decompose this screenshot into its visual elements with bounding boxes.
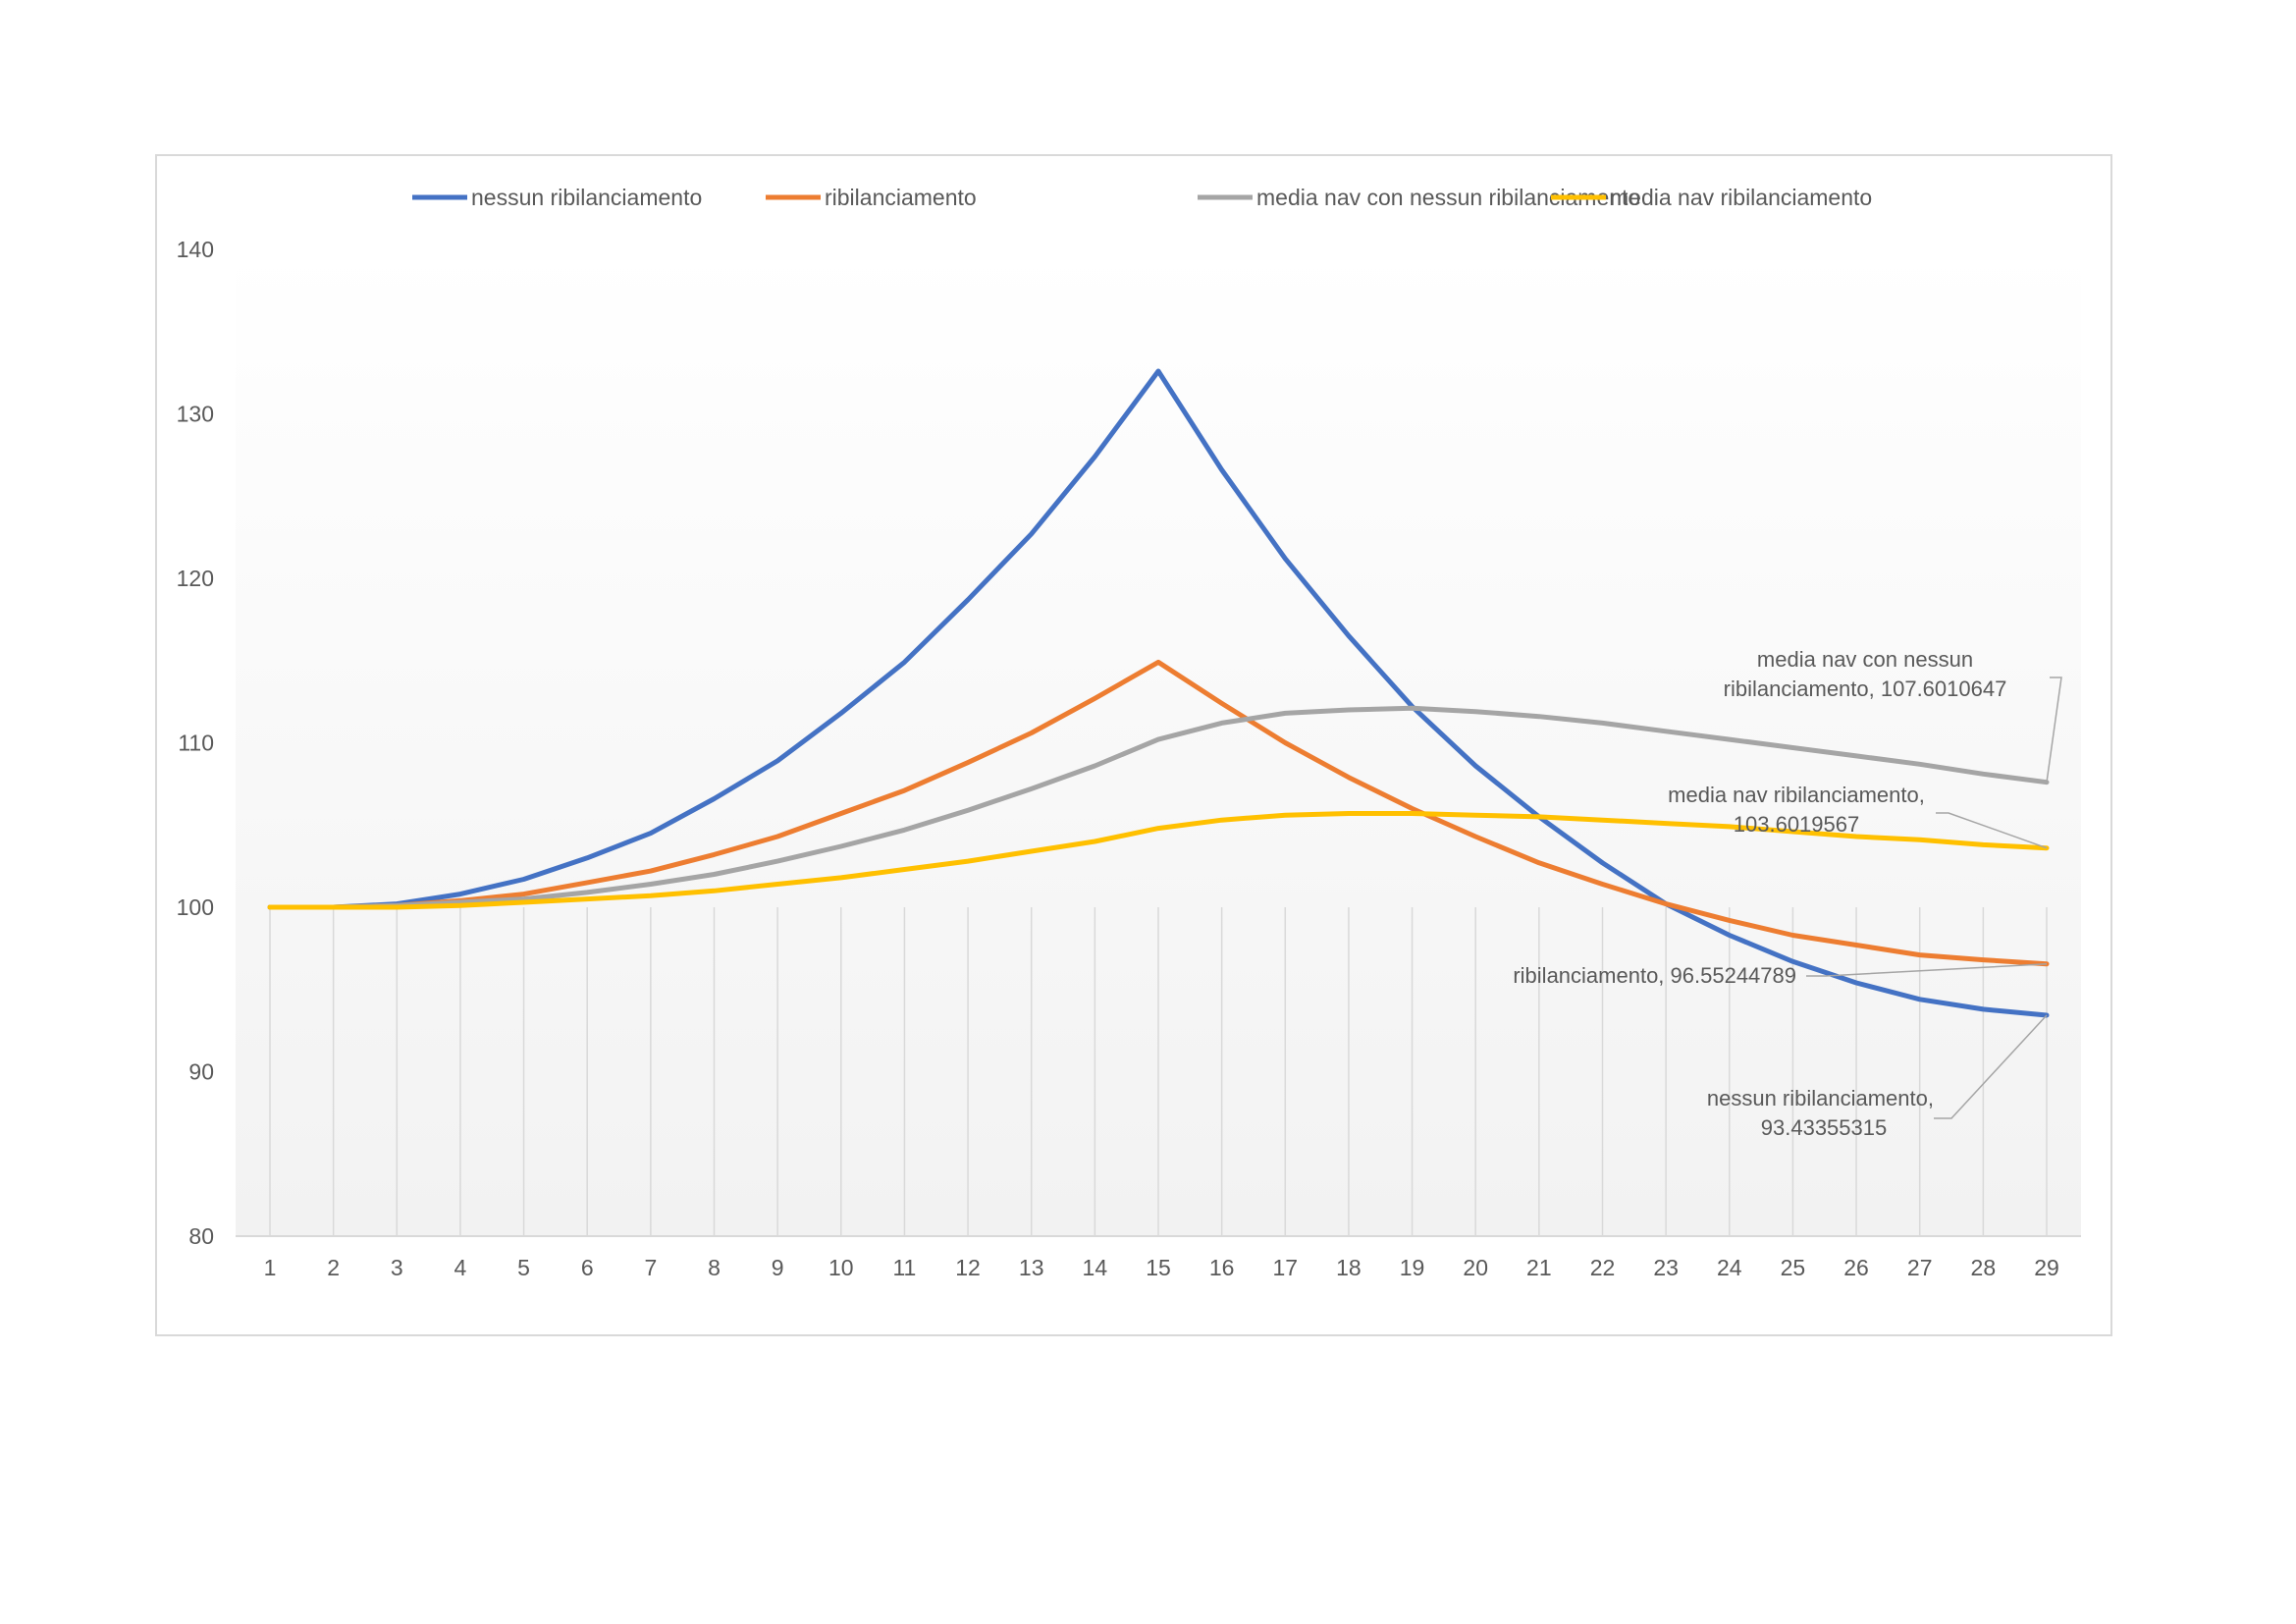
axes: 1 2 3 4 5 6 7 8 9 10 11 12 13 14 15 16 17 18 19 20 21 22 23 24 2… bbox=[177, 237, 2081, 1280]
legend-label-2: ribilanciamento bbox=[825, 185, 977, 210]
x-tick-label-12: 12 bbox=[955, 1255, 981, 1280]
x-tick-label-22: 22 bbox=[1590, 1255, 1616, 1280]
data-label-3-line-1: ribilanciamento, 96.55244789 bbox=[1513, 963, 1796, 988]
line-chart: 1 2 3 4 5 6 7 8 9 10 11 12 13 14 15 16 17 18 19 20 21 22 23 24 2… bbox=[177, 185, 2081, 1280]
x-tick-label-13: 13 bbox=[1019, 1255, 1044, 1280]
x-tick-label-25: 25 bbox=[1781, 1255, 1806, 1280]
x-tick-label-5: 5 bbox=[517, 1255, 530, 1280]
y-tick-label-120: 120 bbox=[177, 566, 214, 591]
x-tick-label-11: 11 bbox=[892, 1255, 916, 1280]
x-tick-label-28: 28 bbox=[1971, 1255, 1997, 1280]
x-tick-label-17: 17 bbox=[1272, 1255, 1298, 1280]
x-tick-label-6: 6 bbox=[581, 1255, 594, 1280]
series-line-3 bbox=[267, 705, 2050, 910]
x-tick-label-8: 8 bbox=[708, 1255, 721, 1280]
data-label-4-line-1: nessun ribilanciamento, bbox=[1707, 1086, 1934, 1110]
data-label-2-line-2: 103.6019567 bbox=[1734, 812, 1859, 837]
data-label-4-line-2: 93.43355315 bbox=[1761, 1115, 1887, 1140]
x-tick-label-1: 1 bbox=[264, 1255, 277, 1280]
x-tick-label-3: 3 bbox=[391, 1255, 403, 1280]
y-tick-label-140: 140 bbox=[177, 237, 214, 262]
x-tick-label-18: 18 bbox=[1336, 1255, 1362, 1280]
y-tick-label-110: 110 bbox=[178, 731, 214, 756]
x-tick-label-10: 10 bbox=[828, 1255, 854, 1280]
x-tick-label-4: 4 bbox=[454, 1255, 467, 1280]
legend[interactable]: nessun ribilanciamento ribilanciamento med… bbox=[412, 185, 1872, 210]
data-labels: media nav con nessun ribilanciamento, 107… bbox=[1513, 647, 2062, 1140]
data-label-1-line-1: media nav con nessun bbox=[1757, 647, 1973, 672]
x-tick-label-29: 29 bbox=[2034, 1255, 2059, 1280]
data-label-leader-2 bbox=[1936, 812, 2048, 849]
legend-label-1: nessun ribilanciamento bbox=[471, 185, 702, 210]
x-tick-label-26: 26 bbox=[1843, 1255, 1869, 1280]
legend-label-4: media nav ribilanciamento bbox=[1610, 185, 1872, 210]
data-label-1-line-2: ribilanciamento, 107.6010647 bbox=[1724, 677, 2007, 701]
x-tick-label-20: 20 bbox=[1463, 1255, 1488, 1280]
y-tick-label-100: 100 bbox=[177, 894, 214, 920]
x-tick-label-23: 23 bbox=[1653, 1255, 1679, 1280]
chart-frame: 1 2 3 4 5 6 7 8 9 10 11 12 13 14 15 16 17 18 19 20 21 22 23 24 2… bbox=[155, 154, 2112, 1336]
x-tick-label-27: 27 bbox=[1907, 1255, 1933, 1280]
gridlines bbox=[269, 907, 2048, 1236]
data-label-2-line-1: media nav ribilanciamento, bbox=[1668, 783, 1925, 807]
x-tick-label-24: 24 bbox=[1717, 1255, 1742, 1280]
data-label-leader-1 bbox=[2046, 677, 2062, 783]
data-label-leader-4 bbox=[1934, 1014, 2048, 1119]
x-tick-label-14: 14 bbox=[1083, 1255, 1108, 1280]
series-line-4 bbox=[267, 811, 2050, 910]
x-tick-label-21: 21 bbox=[1526, 1255, 1552, 1280]
series-line-2 bbox=[267, 659, 2050, 967]
series-lines bbox=[267, 368, 2050, 1018]
x-tick-label-19: 19 bbox=[1400, 1255, 1425, 1280]
x-tick-label-15: 15 bbox=[1146, 1255, 1171, 1280]
y-tick-label-90: 90 bbox=[188, 1059, 214, 1085]
x-tick-label-2: 2 bbox=[327, 1255, 340, 1280]
x-tick-label-16: 16 bbox=[1209, 1255, 1235, 1280]
x-tick-label-7: 7 bbox=[644, 1255, 657, 1280]
x-tick-label-9: 9 bbox=[772, 1255, 784, 1280]
series-line-1 bbox=[267, 368, 2050, 1018]
y-tick-label-130: 130 bbox=[177, 402, 214, 427]
data-label-leader-3 bbox=[1806, 962, 2048, 977]
y-tick-label-80: 80 bbox=[188, 1223, 214, 1249]
